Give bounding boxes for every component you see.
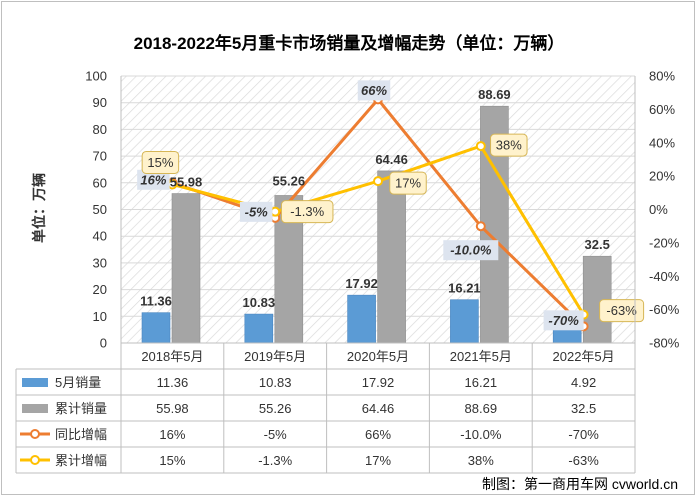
y-tick-label: 50 [93, 202, 107, 217]
legend-label: 累计销量 [55, 401, 107, 416]
table-cell: -10.0% [460, 427, 502, 442]
y-tick-label: 100 [85, 69, 107, 84]
y-tick-label: 60 [93, 175, 107, 190]
data-label-bar: 55.98 [170, 175, 203, 190]
table-cell: -63% [568, 453, 599, 468]
table-cell: 10.83 [259, 375, 292, 390]
y2-tick-label: 20% [649, 169, 675, 184]
label-box [543, 310, 584, 331]
y-tick-label: 40 [93, 229, 107, 244]
y-tick-label: 0 [100, 336, 107, 351]
y2-tick-label: -80% [649, 336, 680, 351]
table-cell: -5% [264, 427, 288, 442]
data-label-bar: 55.26 [273, 173, 306, 188]
legend-swatch-marker [30, 429, 40, 439]
data-label-bar: 11.36 [140, 294, 172, 309]
table-cell: 17.92 [362, 375, 395, 390]
label-box [443, 240, 499, 261]
table-cell: 16% [159, 427, 185, 442]
source-credit: 制图：第一商用车网 cvworld.cn [482, 476, 678, 492]
data-label-cumulative-growth: -63% [606, 303, 637, 318]
data-label-bar: 88.69 [478, 87, 511, 102]
y2-tick-label: -20% [649, 235, 680, 250]
bar-may-sales [450, 299, 479, 344]
table-header-category: 2022年5月 [553, 349, 615, 364]
bar-may-sales [244, 313, 274, 344]
callout-box [141, 150, 180, 174]
y-axis-label: 单位：万辆 [31, 173, 47, 243]
bar-may-sales [141, 312, 171, 344]
table-cell: 15% [159, 453, 185, 468]
chart-title: 2018-2022年5月重卡市场销量及增幅走势（单位：万辆） [134, 33, 565, 53]
table-cell: 88.69 [465, 401, 498, 416]
label-box [239, 201, 273, 222]
data-label-cumulative-growth: 38% [496, 138, 522, 153]
legend-swatch [22, 404, 48, 413]
data-label-cumulative-growth: -1.3% [290, 204, 324, 219]
callout-box [599, 299, 645, 323]
legend-swatch [22, 378, 48, 387]
legend-label: 累计增幅 [55, 453, 107, 468]
data-label-bar: 10.83 [243, 295, 276, 310]
table-cell: 66% [365, 427, 391, 442]
y2-tick-label: 40% [649, 135, 675, 150]
y-tick-label: 70 [93, 149, 107, 164]
callout-box [389, 171, 427, 195]
label-box [357, 80, 391, 101]
data-label-yoy-growth: 66% [361, 83, 387, 98]
table-header-category: 2018年5月 [141, 349, 203, 364]
bar-may-sales [552, 329, 582, 344]
table-header-category: 2019年5月 [244, 349, 306, 364]
data-label-bar: 17.92 [345, 276, 378, 291]
table-cell: 55.98 [156, 401, 189, 416]
data-label-cumulative-growth: 15% [147, 155, 173, 170]
table-cell: -70% [568, 427, 599, 442]
label-box [137, 169, 170, 190]
table-cell: 32.5 [571, 401, 596, 416]
line-marker [475, 141, 486, 152]
data-label-yoy-growth: -5% [245, 204, 269, 219]
y2-tick-label: 60% [649, 102, 675, 117]
table-cell: 55.26 [259, 401, 292, 416]
callout-box [490, 133, 528, 157]
bar-may-sales [347, 294, 376, 344]
y-tick-label: 90 [93, 95, 107, 110]
table-cell: 17% [365, 453, 391, 468]
data-label-yoy-growth: -70% [548, 313, 579, 328]
data-label-bar: 32.5 [585, 237, 610, 252]
data-label-yoy-growth: -10.0% [450, 243, 492, 258]
callout-box [280, 200, 334, 224]
legend-swatch-marker [30, 455, 40, 465]
table-cell: 38% [468, 453, 494, 468]
data-label-yoy-growth: 16% [140, 172, 166, 187]
bar-cumulative-sales [377, 170, 406, 344]
table-cell: -1.3% [258, 453, 292, 468]
bar-cumulative-sales [171, 193, 201, 344]
line-marker [475, 221, 486, 232]
y2-tick-label: 0% [649, 202, 668, 217]
y-tick-label: 20 [93, 282, 107, 297]
y2-tick-label: 80% [649, 69, 675, 84]
data-label-bar: 16.21 [448, 281, 481, 296]
y2-tick-label: -60% [649, 302, 680, 317]
table-cell: 16.21 [465, 375, 498, 390]
table-header-category: 2021年5月 [450, 349, 512, 364]
y2-tick-label: -40% [649, 269, 680, 284]
y-tick-label: 30 [93, 255, 107, 270]
line-marker [373, 176, 383, 187]
table-cell: 11.36 [157, 375, 189, 390]
table-header-category: 2020年5月 [347, 349, 409, 364]
y-tick-label: 80 [93, 122, 107, 137]
legend-label: 同比增幅 [55, 427, 107, 442]
y-tick-label: 10 [93, 309, 107, 324]
table-cell: 64.46 [362, 401, 395, 416]
table-cell: 4.92 [571, 375, 596, 390]
legend-label: 5月销量 [55, 375, 101, 390]
data-label-bar: 64.46 [375, 152, 408, 167]
data-label-cumulative-growth: 17% [395, 176, 421, 191]
